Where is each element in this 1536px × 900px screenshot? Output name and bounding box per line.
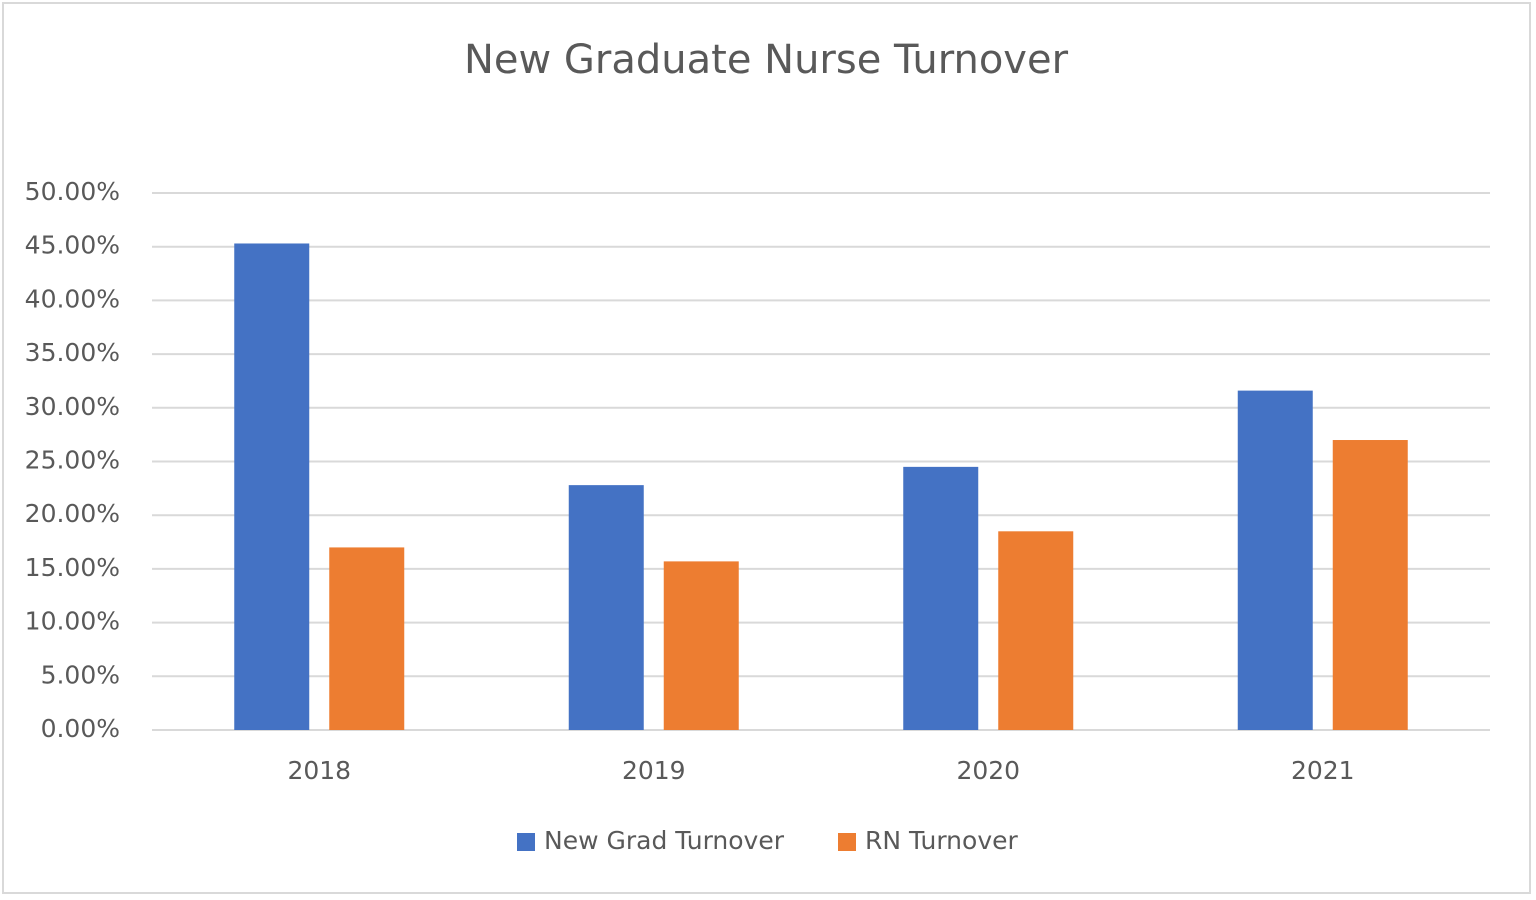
y-tick-label: 10.00% <box>25 607 120 636</box>
legend-label: RN Turnover <box>865 826 1018 855</box>
legend-label: New Grad Turnover <box>544 826 785 855</box>
bar <box>1237 390 1313 730</box>
bar <box>903 466 979 730</box>
y-tick-label: 30.00% <box>25 392 120 421</box>
y-tick-label: 25.00% <box>25 446 120 475</box>
y-tick-label: 0.00% <box>41 714 120 743</box>
y-tick-label: 20.00% <box>25 499 120 528</box>
bar <box>998 531 1074 730</box>
x-tick-label: 2019 <box>622 756 686 785</box>
x-tick-label: 2018 <box>287 756 351 785</box>
bar <box>1332 440 1408 730</box>
x-tick-label: 2021 <box>1291 756 1355 785</box>
y-tick-label: 40.00% <box>25 284 120 313</box>
bar <box>568 485 644 730</box>
chart-title: New Graduate Nurse Turnover <box>464 37 1069 83</box>
bar <box>329 547 405 730</box>
y-tick-label: 50.00% <box>25 177 120 206</box>
y-tick-label: 45.00% <box>25 231 120 260</box>
y-tick-label: 5.00% <box>41 660 120 689</box>
y-tick-label: 15.00% <box>25 553 120 582</box>
bar <box>234 243 310 730</box>
x-tick-label: 2020 <box>956 756 1020 785</box>
y-tick-label: 35.00% <box>25 338 120 367</box>
legend-swatch <box>838 833 856 851</box>
bar <box>663 561 739 730</box>
legend-swatch <box>517 833 535 851</box>
